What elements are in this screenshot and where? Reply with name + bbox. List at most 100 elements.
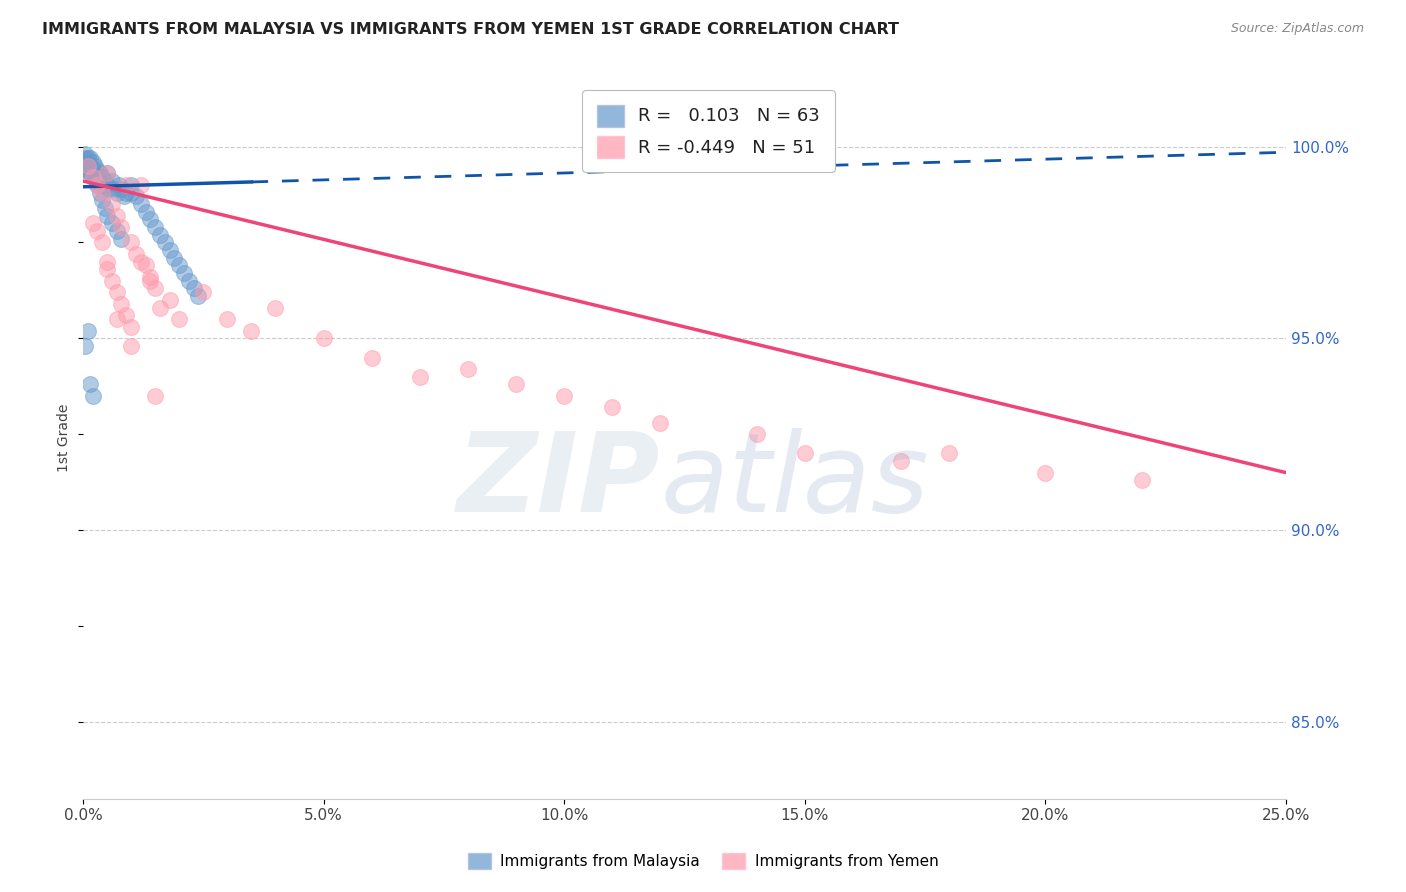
Point [96, 209, 118, 223]
Point [75, 159, 97, 173]
Point [79, 159, 101, 173]
Point [75, 151, 97, 165]
Point [89, 166, 111, 180]
Point [98, 182, 121, 196]
Point [1035, 466, 1057, 480]
Point [82, 170, 104, 185]
Point [143, 220, 166, 235]
Point [96, 262, 118, 277]
Point [76, 162, 98, 177]
Point [129, 178, 152, 192]
Point [101, 174, 124, 188]
Point [120, 235, 142, 250]
Point [1130, 473, 1153, 487]
Point [84, 170, 107, 185]
Point [101, 197, 124, 211]
Point [120, 319, 142, 334]
Point [129, 254, 152, 268]
Point [139, 212, 162, 227]
Point [75, 339, 97, 353]
Point [105, 312, 128, 326]
Point [110, 231, 132, 245]
Point [240, 324, 263, 338]
Point [108, 178, 131, 192]
Point [159, 293, 181, 307]
Point [86, 170, 108, 185]
Point [112, 189, 135, 203]
Text: Source: ZipAtlas.com: Source: ZipAtlas.com [1230, 22, 1364, 36]
Point [82, 162, 104, 177]
Point [217, 312, 239, 326]
Point [187, 289, 209, 303]
Point [75, 147, 97, 161]
Point [120, 339, 142, 353]
Point [96, 166, 118, 180]
Point [110, 220, 132, 235]
Point [79, 151, 101, 165]
Point [75, 162, 97, 177]
Point [84, 159, 107, 173]
Legend: Immigrants from Malaysia, Immigrants from Yemen: Immigrants from Malaysia, Immigrants fro… [461, 847, 945, 875]
Point [91, 178, 114, 192]
Point [86, 178, 108, 192]
Point [105, 285, 128, 300]
Point [159, 243, 181, 257]
Point [103, 182, 125, 196]
Point [167, 259, 190, 273]
Point [96, 166, 118, 180]
Point [84, 166, 107, 180]
Point [115, 308, 138, 322]
Point [938, 446, 960, 460]
Point [793, 446, 815, 460]
Point [505, 377, 527, 392]
Point [82, 154, 104, 169]
Point [105, 209, 128, 223]
Point [143, 281, 166, 295]
Text: ZIP: ZIP [457, 428, 661, 535]
Point [360, 351, 382, 365]
Point [101, 216, 124, 230]
Point [115, 186, 138, 200]
Text: IMMIGRANTS FROM MALAYSIA VS IMMIGRANTS FROM YEMEN 1ST GRADE CORRELATION CHART: IMMIGRANTS FROM MALAYSIA VS IMMIGRANTS F… [42, 22, 900, 37]
Point [650, 416, 672, 430]
Point [120, 178, 142, 192]
Point [76, 159, 98, 173]
Point [153, 235, 176, 250]
Point [91, 170, 114, 185]
Point [110, 182, 132, 196]
Point [139, 274, 162, 288]
Point [86, 224, 108, 238]
Point [76, 154, 98, 169]
Point [193, 285, 215, 300]
Point [149, 227, 172, 242]
Point [600, 401, 623, 415]
Point [91, 193, 114, 207]
Point [105, 224, 128, 238]
Point [143, 389, 166, 403]
Text: atlas: atlas [661, 428, 929, 535]
Point [75, 154, 97, 169]
Point [86, 178, 108, 192]
Point [149, 301, 172, 315]
Point [91, 235, 114, 250]
Point [91, 186, 114, 200]
Point [96, 178, 118, 192]
Point [82, 216, 104, 230]
Point [115, 178, 138, 192]
Point [79, 166, 101, 180]
Point [177, 274, 200, 288]
Point [76, 324, 98, 338]
Point [312, 331, 335, 345]
Point [76, 159, 98, 173]
Point [93, 174, 115, 188]
Point [105, 186, 128, 200]
Legend: R =   0.103   N = 63, R = -0.449   N = 51: R = 0.103 N = 63, R = -0.449 N = 51 [582, 90, 835, 172]
Point [135, 204, 157, 219]
Point [76, 151, 98, 165]
Point [125, 189, 148, 203]
Y-axis label: 1st Grade: 1st Grade [58, 404, 72, 472]
Point [89, 186, 111, 200]
Point [82, 170, 104, 185]
Point [86, 162, 108, 177]
Point [82, 389, 104, 403]
